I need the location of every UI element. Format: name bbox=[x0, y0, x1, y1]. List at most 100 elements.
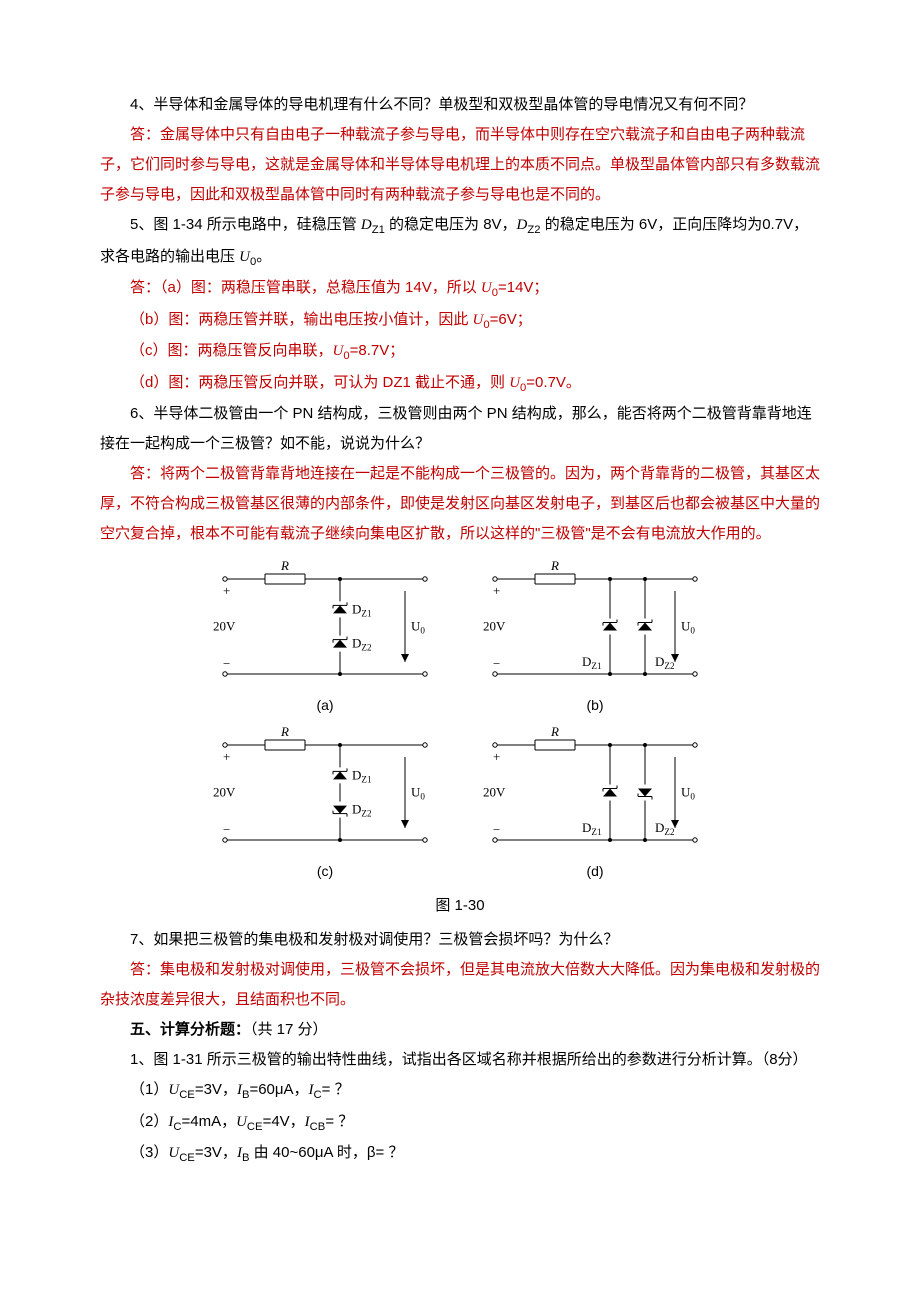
q5-dz2: D bbox=[517, 217, 528, 233]
s5s2-pre: （2） bbox=[130, 1113, 168, 1130]
q5-ans-c-pre: （c）图：两稳压管反向串联， bbox=[130, 342, 333, 359]
svg-text:+: + bbox=[493, 583, 500, 598]
s5s2-uce-sub: CE bbox=[247, 1121, 263, 1133]
circuit-c-wrap: +−20VRU0DZ1DZ2 (c) bbox=[210, 725, 440, 885]
q5-ans-a: 答：（a）图：两稳压管串联，总稳压值为 14V，所以 U0=14V； bbox=[100, 273, 820, 305]
svg-text:R: R bbox=[280, 559, 289, 573]
q4-question: 4、半导体和金属导体的导电机理有什么不同？单极型和双极型晶体管的导电情况又有何不… bbox=[100, 90, 820, 120]
s5s3-pre: （3） bbox=[130, 1144, 168, 1161]
svg-text:U0: U0 bbox=[681, 785, 695, 802]
q5-ans-a-val: =14V； bbox=[498, 279, 548, 296]
svg-text:−: − bbox=[223, 656, 230, 671]
q6-question: 6、半导体二极管由一个 PN 结构成，三极管则由两个 PN 结构成，那么，能否将… bbox=[100, 399, 820, 459]
svg-text:20V: 20V bbox=[483, 785, 506, 800]
svg-text:−: − bbox=[223, 822, 230, 837]
svg-text:DZ2: DZ2 bbox=[655, 654, 675, 671]
svg-text:R: R bbox=[550, 559, 559, 573]
section5-sub2: （2）IC=4mA，UCE=4V，ICB= ？ bbox=[100, 1107, 820, 1139]
q5-u0: U bbox=[239, 249, 250, 265]
svg-text:DZ1: DZ1 bbox=[582, 654, 602, 671]
svg-text:DZ1: DZ1 bbox=[352, 601, 372, 618]
q5-ans-d-val: =0.7V。 bbox=[526, 374, 581, 391]
svg-text:−: − bbox=[493, 656, 500, 671]
q5-ans-d-u: U bbox=[509, 375, 520, 391]
q5-q-pre: 5、图 1-34 所示电路中，硅稳压管 bbox=[130, 216, 361, 233]
section5-sub1: （1）UCE=3V，IB=60μA，IC= ？ bbox=[100, 1075, 820, 1107]
q5-ans-c-u: U bbox=[333, 343, 344, 359]
svg-text:+: + bbox=[493, 749, 500, 764]
svg-text:R: R bbox=[280, 725, 289, 739]
q5-ans-d: （d）图：两稳压管反向并联，可认为 DZ1 截止不通，则 U0=0.7V。 bbox=[100, 368, 820, 400]
circuit-d: + − 20V R U0 DZ1 DZ2 bbox=[480, 725, 710, 855]
q5-ans-d-pre: （d）图：两稳压管反向并联，可认为 DZ1 截止不通，则 bbox=[130, 374, 509, 391]
s5s1-uce: U bbox=[168, 1082, 179, 1098]
q5-mid1: 的稳定电压为 8V， bbox=[385, 216, 517, 233]
s5s1-uce-sub: CE bbox=[179, 1089, 195, 1101]
s5s3-uce-sub: CE bbox=[179, 1152, 195, 1164]
svg-text:+: + bbox=[223, 583, 230, 598]
svg-text:DZ2: DZ2 bbox=[655, 820, 675, 837]
q5-ans-c: （c）图：两稳压管反向串联，U0=8.7V； bbox=[100, 336, 820, 368]
circuit-d-label: (d) bbox=[480, 857, 710, 885]
section5-heading-tail: （共 17 分） bbox=[250, 1021, 328, 1038]
s5s1-end: = ？ bbox=[322, 1081, 350, 1098]
q7-answer: 答：集电极和发射极对调使用，三极管不会损坏，但是其电流放大倍数大大降低。因为集电… bbox=[100, 955, 820, 1015]
figure-caption: 图 1-30 bbox=[100, 891, 820, 921]
s5s3-uce: U bbox=[168, 1145, 179, 1161]
s5s3-mid1: =3V， bbox=[195, 1144, 237, 1161]
circuit-b-label: (b) bbox=[480, 691, 710, 719]
s5s2-end: = ？ bbox=[325, 1113, 353, 1130]
section5-heading-bold: 五、计算分析题： bbox=[130, 1021, 250, 1038]
svg-text:−: − bbox=[493, 822, 500, 837]
circuit-c-label: (c) bbox=[210, 857, 440, 885]
figure-row-1: + − 20V R U0 DZ1 DZ2 (a) + − 20V R U0 DZ1 DZ2 (b) bbox=[100, 559, 820, 719]
circuit-d-wrap: + − 20V R U0 DZ1 DZ2 (d) bbox=[480, 725, 710, 885]
circuit-a-wrap: + − 20V R U0 DZ1 DZ2 (a) bbox=[210, 559, 440, 719]
section5-q1: 1、图 1-31 所示三极管的输出特性曲线，试指出各区域名称并根据所给出的参数进… bbox=[100, 1045, 820, 1075]
svg-text:U0: U0 bbox=[681, 619, 695, 636]
figure-1-30: + − 20V R U0 DZ1 DZ2 (a) + − 20V R U0 DZ1 DZ2 (b) + −… bbox=[100, 559, 820, 921]
circuit-b: + − 20V R U0 DZ1 DZ2 bbox=[480, 559, 710, 689]
svg-text:20V: 20V bbox=[483, 619, 506, 634]
q5-dz2-sub: Z2 bbox=[527, 224, 540, 236]
s5s1-mid2: =60μA， bbox=[249, 1081, 308, 1098]
q5-ans-b: （b）图：两稳压管并联，输出电压按小值计，因此 U0=6V； bbox=[100, 305, 820, 337]
s5s2-mid1: =4mA， bbox=[181, 1113, 236, 1130]
svg-text:U0: U0 bbox=[411, 785, 425, 802]
q6-answer: 答：将两个二极管背靠背地连接在一起是不能构成一个三极管的。因为，两个背靠背的二极… bbox=[100, 459, 820, 549]
q5-end: 。 bbox=[256, 248, 271, 265]
q5-ans-c-val: =8.7V； bbox=[350, 342, 405, 359]
q5-ans-a-u: U bbox=[481, 280, 492, 296]
section5-sub3: （3）UCE=3V，IB 由 40~60μA 时，β= ？ bbox=[100, 1138, 820, 1170]
q5-ans-b-u: U bbox=[473, 312, 484, 328]
q5-ans-b-pre: （b）图：两稳压管并联，输出电压按小值计，因此 bbox=[130, 311, 473, 328]
s5s1-pre: （1） bbox=[130, 1081, 168, 1098]
svg-text:R: R bbox=[550, 725, 559, 739]
q5-ans-a-pre: 答：（a）图：两稳压管串联，总稳压值为 14V，所以 bbox=[130, 279, 481, 296]
svg-text:20V: 20V bbox=[213, 785, 236, 800]
q4-answer: 答：金属导体中只有自由电子一种载流子参与导电，而半导体中则存在空穴载流子和自由电… bbox=[100, 120, 820, 210]
s5s1-ic-sub: C bbox=[314, 1089, 322, 1101]
svg-text:DZ2: DZ2 bbox=[352, 636, 372, 653]
svg-text:DZ2: DZ2 bbox=[352, 802, 372, 819]
s5s3-mid2: 由 40~60μA 时，β= ？ bbox=[249, 1144, 403, 1161]
q5-ans-b-val: =6V； bbox=[490, 311, 532, 328]
svg-text:DZ1: DZ1 bbox=[352, 767, 372, 784]
q5-dz1-sub: Z1 bbox=[372, 224, 385, 236]
q7-question: 7、如果把三极管的集电极和发射极对调使用？三极管会损坏吗？为什么？ bbox=[100, 925, 820, 955]
q5-question: 5、图 1-34 所示电路中，硅稳压管 DZ1 的稳定电压为 8V，DZ2 的稳… bbox=[100, 210, 820, 273]
section5-heading: 五、计算分析题：（共 17 分） bbox=[100, 1015, 820, 1045]
circuit-b-wrap: + − 20V R U0 DZ1 DZ2 (b) bbox=[480, 559, 710, 719]
s5s1-mid1: =3V， bbox=[195, 1081, 237, 1098]
s5s2-mid2: =4V， bbox=[263, 1113, 305, 1130]
q5-dz1: D bbox=[361, 217, 372, 233]
s5s2-uce: U bbox=[236, 1114, 247, 1130]
svg-text:DZ1: DZ1 bbox=[582, 820, 602, 837]
s5s2-icb-sub: CB bbox=[310, 1121, 326, 1133]
circuit-a-label: (a) bbox=[210, 691, 440, 719]
svg-text:20V: 20V bbox=[213, 619, 236, 634]
figure-row-2: + − 20V R U0 DZ1 DZ2 (c) + − 20V R U0 DZ1 DZ2 (d) bbox=[100, 725, 820, 885]
circuit-a: + − 20V R U0 DZ1 DZ2 bbox=[210, 559, 440, 689]
svg-text:U0: U0 bbox=[411, 619, 425, 636]
circuit-c: +−20VRU0DZ1DZ2 bbox=[210, 725, 440, 855]
